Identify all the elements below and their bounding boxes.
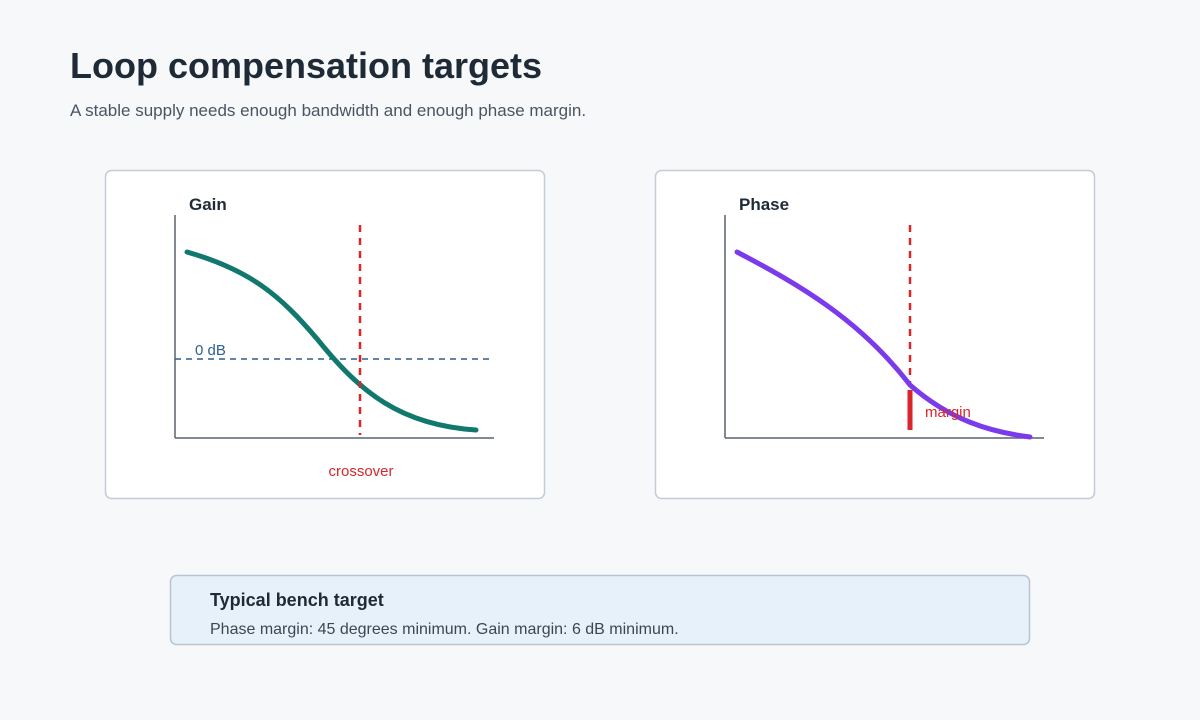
reference-label: 0 dB <box>195 342 226 359</box>
panel-frame <box>654 169 1096 500</box>
panel-frame <box>104 169 546 500</box>
gain-panel: Gain 0 dB crossover <box>104 169 546 500</box>
page-title: Loop compensation targets <box>70 45 542 86</box>
note-text: Phase margin: 45 degrees minimum. Gain m… <box>210 621 679 638</box>
marker-label: margin <box>925 404 971 421</box>
note-box: Typical bench target Phase margin: 45 de… <box>169 574 1031 646</box>
marker-label: crossover <box>328 463 393 480</box>
panel-title: Phase <box>739 195 789 214</box>
phase-curve <box>734 249 1033 440</box>
note-frame <box>169 574 1031 646</box>
page-subtitle: A stable supply needs enough bandwidth a… <box>70 101 586 120</box>
panel-title: Gain <box>189 195 227 214</box>
gain-curve <box>184 249 479 433</box>
note-title: Typical bench target <box>210 590 384 610</box>
phase-panel: Phase margin <box>654 169 1096 500</box>
